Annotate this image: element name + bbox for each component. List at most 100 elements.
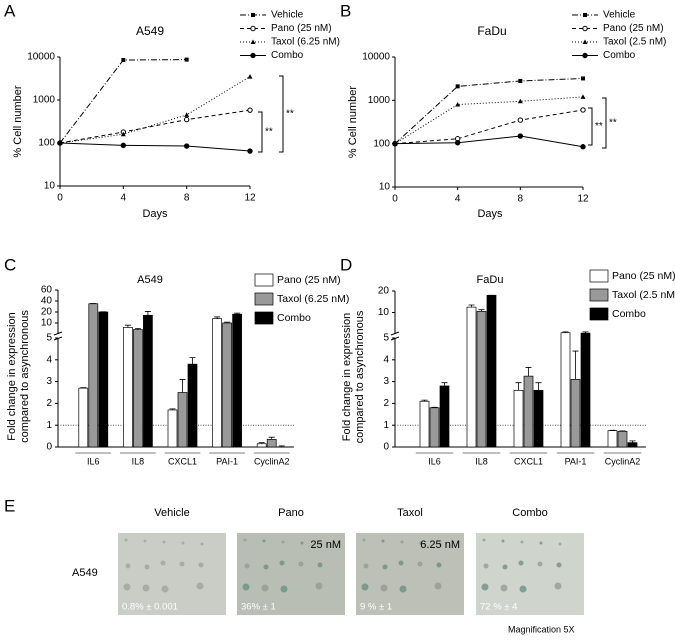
legend-label: Taxol (6.25 nM): [277, 293, 349, 305]
y-tick-label: 100: [38, 138, 55, 149]
error-bar: [526, 367, 532, 376]
cell: [262, 585, 269, 592]
legend-label: Pano (25 nM): [277, 274, 341, 286]
marker: [184, 112, 189, 117]
series-line: [395, 78, 583, 143]
dose-label: 25 nM: [310, 539, 341, 551]
bar: [487, 295, 496, 447]
note: Magnification 5X: [508, 624, 575, 634]
legend-swatch: [255, 312, 273, 324]
x-tick-label: 8: [184, 193, 190, 204]
marker: [583, 26, 587, 30]
marker: [581, 145, 585, 149]
marker: [581, 94, 586, 99]
y-tick-label: 10: [378, 307, 390, 318]
bar: [178, 393, 187, 448]
y-tick-label: 20: [41, 307, 53, 318]
cell: [399, 561, 404, 566]
y-tick-label: 10: [44, 181, 56, 192]
cell: [301, 542, 304, 545]
legend-label: Taxol (2.5 nM): [603, 37, 666, 48]
y-axis-label: % Cell number: [12, 85, 24, 157]
series-line: [395, 110, 583, 144]
x-tick-label: CXCL1: [514, 456, 543, 466]
cell: [363, 539, 366, 542]
row-label: A549: [72, 567, 98, 579]
bar: [188, 364, 197, 447]
legend-label: Combo: [277, 312, 311, 324]
y-tick-label: 1000: [368, 95, 391, 106]
marker: [248, 149, 252, 153]
x-tick-label: 0: [392, 194, 398, 205]
bar: [430, 408, 439, 447]
marker: [184, 144, 188, 148]
bar: [608, 431, 617, 447]
x-tick-label: 4: [121, 193, 127, 204]
error-bar: [190, 358, 196, 365]
legend-label: Pano (25 nM): [612, 270, 675, 282]
cell: [559, 543, 562, 546]
marker: [456, 84, 460, 88]
legend-label: Combo: [603, 50, 636, 61]
marker: [518, 118, 522, 122]
annotation: **: [265, 127, 273, 138]
legend-label: Vehicle: [271, 10, 304, 21]
y-tick-label: 4: [46, 354, 52, 365]
series-line: [60, 110, 250, 143]
marker: [393, 141, 397, 145]
legend-swatch: [590, 270, 608, 282]
cell: [383, 565, 388, 570]
x-tick-label: CyclinA2: [605, 456, 641, 466]
cell: [538, 562, 543, 567]
x-tick-label: IL6: [428, 456, 441, 466]
cell: [126, 564, 131, 569]
chart-title: FaDu: [477, 274, 504, 286]
x-tick-label: CXCL1: [168, 456, 197, 466]
cell: [180, 562, 185, 567]
legend-swatch: [590, 289, 608, 301]
cell: [519, 561, 524, 566]
cell: [557, 563, 562, 568]
cell: [199, 563, 204, 568]
x-tick-label: 8: [518, 194, 524, 205]
bar: [89, 304, 98, 447]
x-tick-label: IL8: [475, 456, 488, 466]
cell: [281, 586, 288, 593]
y-tick-label: 100: [373, 138, 390, 149]
marker: [583, 53, 587, 57]
image-title: Pano: [278, 507, 304, 519]
cell: [437, 563, 442, 568]
panel-label: C: [4, 255, 16, 274]
marker: [581, 76, 585, 80]
cell: [418, 562, 423, 567]
cell: [263, 540, 266, 543]
cell: [162, 586, 169, 593]
y-tick-label: 1000: [33, 95, 56, 106]
cell: [540, 542, 543, 545]
marker: [248, 74, 253, 79]
bracket: [588, 108, 592, 145]
y-tick-label: 2: [383, 398, 389, 409]
cell: [362, 584, 369, 591]
error-bar: [180, 379, 186, 392]
x-tick-label: IL8: [132, 456, 145, 466]
bar: [233, 314, 242, 447]
marker: [455, 141, 459, 145]
annotation: **: [609, 118, 617, 129]
panel-label: E: [4, 496, 15, 515]
cell: [483, 539, 486, 542]
cell: [318, 563, 323, 568]
legend-label: Combo: [271, 50, 304, 61]
error-bar: [516, 383, 522, 391]
x-axis-label: Days: [477, 208, 503, 220]
x-tick-label: 12: [244, 193, 256, 204]
image-title: Combo: [512, 507, 547, 519]
bar: [514, 390, 523, 447]
x-tick-label: PAI-1: [216, 456, 238, 466]
cell: [555, 583, 562, 590]
chart-title: A549: [137, 274, 163, 286]
x-tick-label: 0: [57, 193, 63, 204]
marker: [518, 79, 522, 83]
cell: [143, 585, 150, 592]
